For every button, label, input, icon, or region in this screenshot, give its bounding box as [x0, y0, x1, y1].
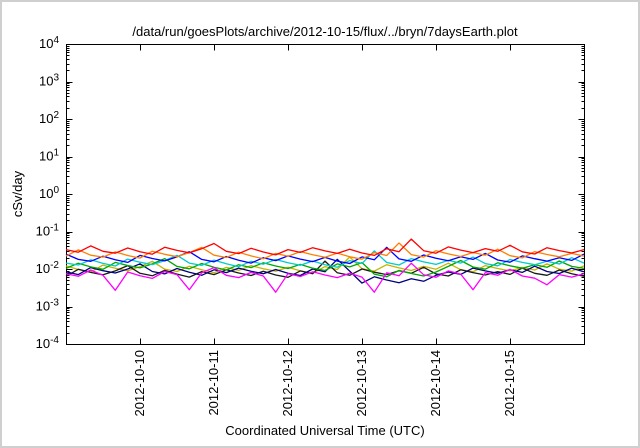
- x-axis-label: Coordinated Universal Time (UTC): [225, 423, 425, 438]
- y-tick-label: 101: [39, 148, 59, 164]
- tick-labels: 104 103 102 101 100 10-1 10-2 10-3 10-4 2012-10-1…: [36, 35, 517, 417]
- y-tick-label: 102: [39, 110, 59, 126]
- series-green-line: [65, 257, 585, 278]
- axes: [66, 44, 585, 345]
- series-cyan-line: [65, 250, 585, 268]
- series-red-line: [65, 238, 585, 257]
- y-tick-label: 100: [39, 185, 59, 201]
- y-tick-label: 104: [39, 35, 59, 51]
- x-tick-label: 2012-10-13: [354, 350, 369, 417]
- x-tick-label: 2012-10-12: [280, 350, 295, 417]
- series-black-line: [65, 260, 585, 278]
- chart-title: /data/run/goesPlots/archive/2012-10-15/f…: [132, 24, 518, 39]
- y-tick-label: 10-4: [36, 335, 60, 351]
- y-tick-label: 10-1: [36, 223, 60, 239]
- x-tick-label: 2012-10-15: [502, 350, 517, 417]
- series-magenta-line: [65, 262, 585, 293]
- x-tick-label: 2012-10-10: [132, 350, 147, 417]
- series-gold-line: [65, 256, 585, 274]
- y-tick-label: 103: [39, 73, 59, 89]
- y-tick-label: 10-3: [36, 298, 60, 314]
- y-tick-label: 10-2: [36, 260, 60, 276]
- x-tick-label: 2012-10-11: [206, 350, 221, 416]
- series-orange-line: [65, 242, 585, 260]
- x-tick-label: 2012-10-14: [428, 350, 443, 417]
- series-navy-line: [65, 258, 585, 284]
- plot-border: [66, 44, 585, 345]
- series-lines: [65, 238, 585, 293]
